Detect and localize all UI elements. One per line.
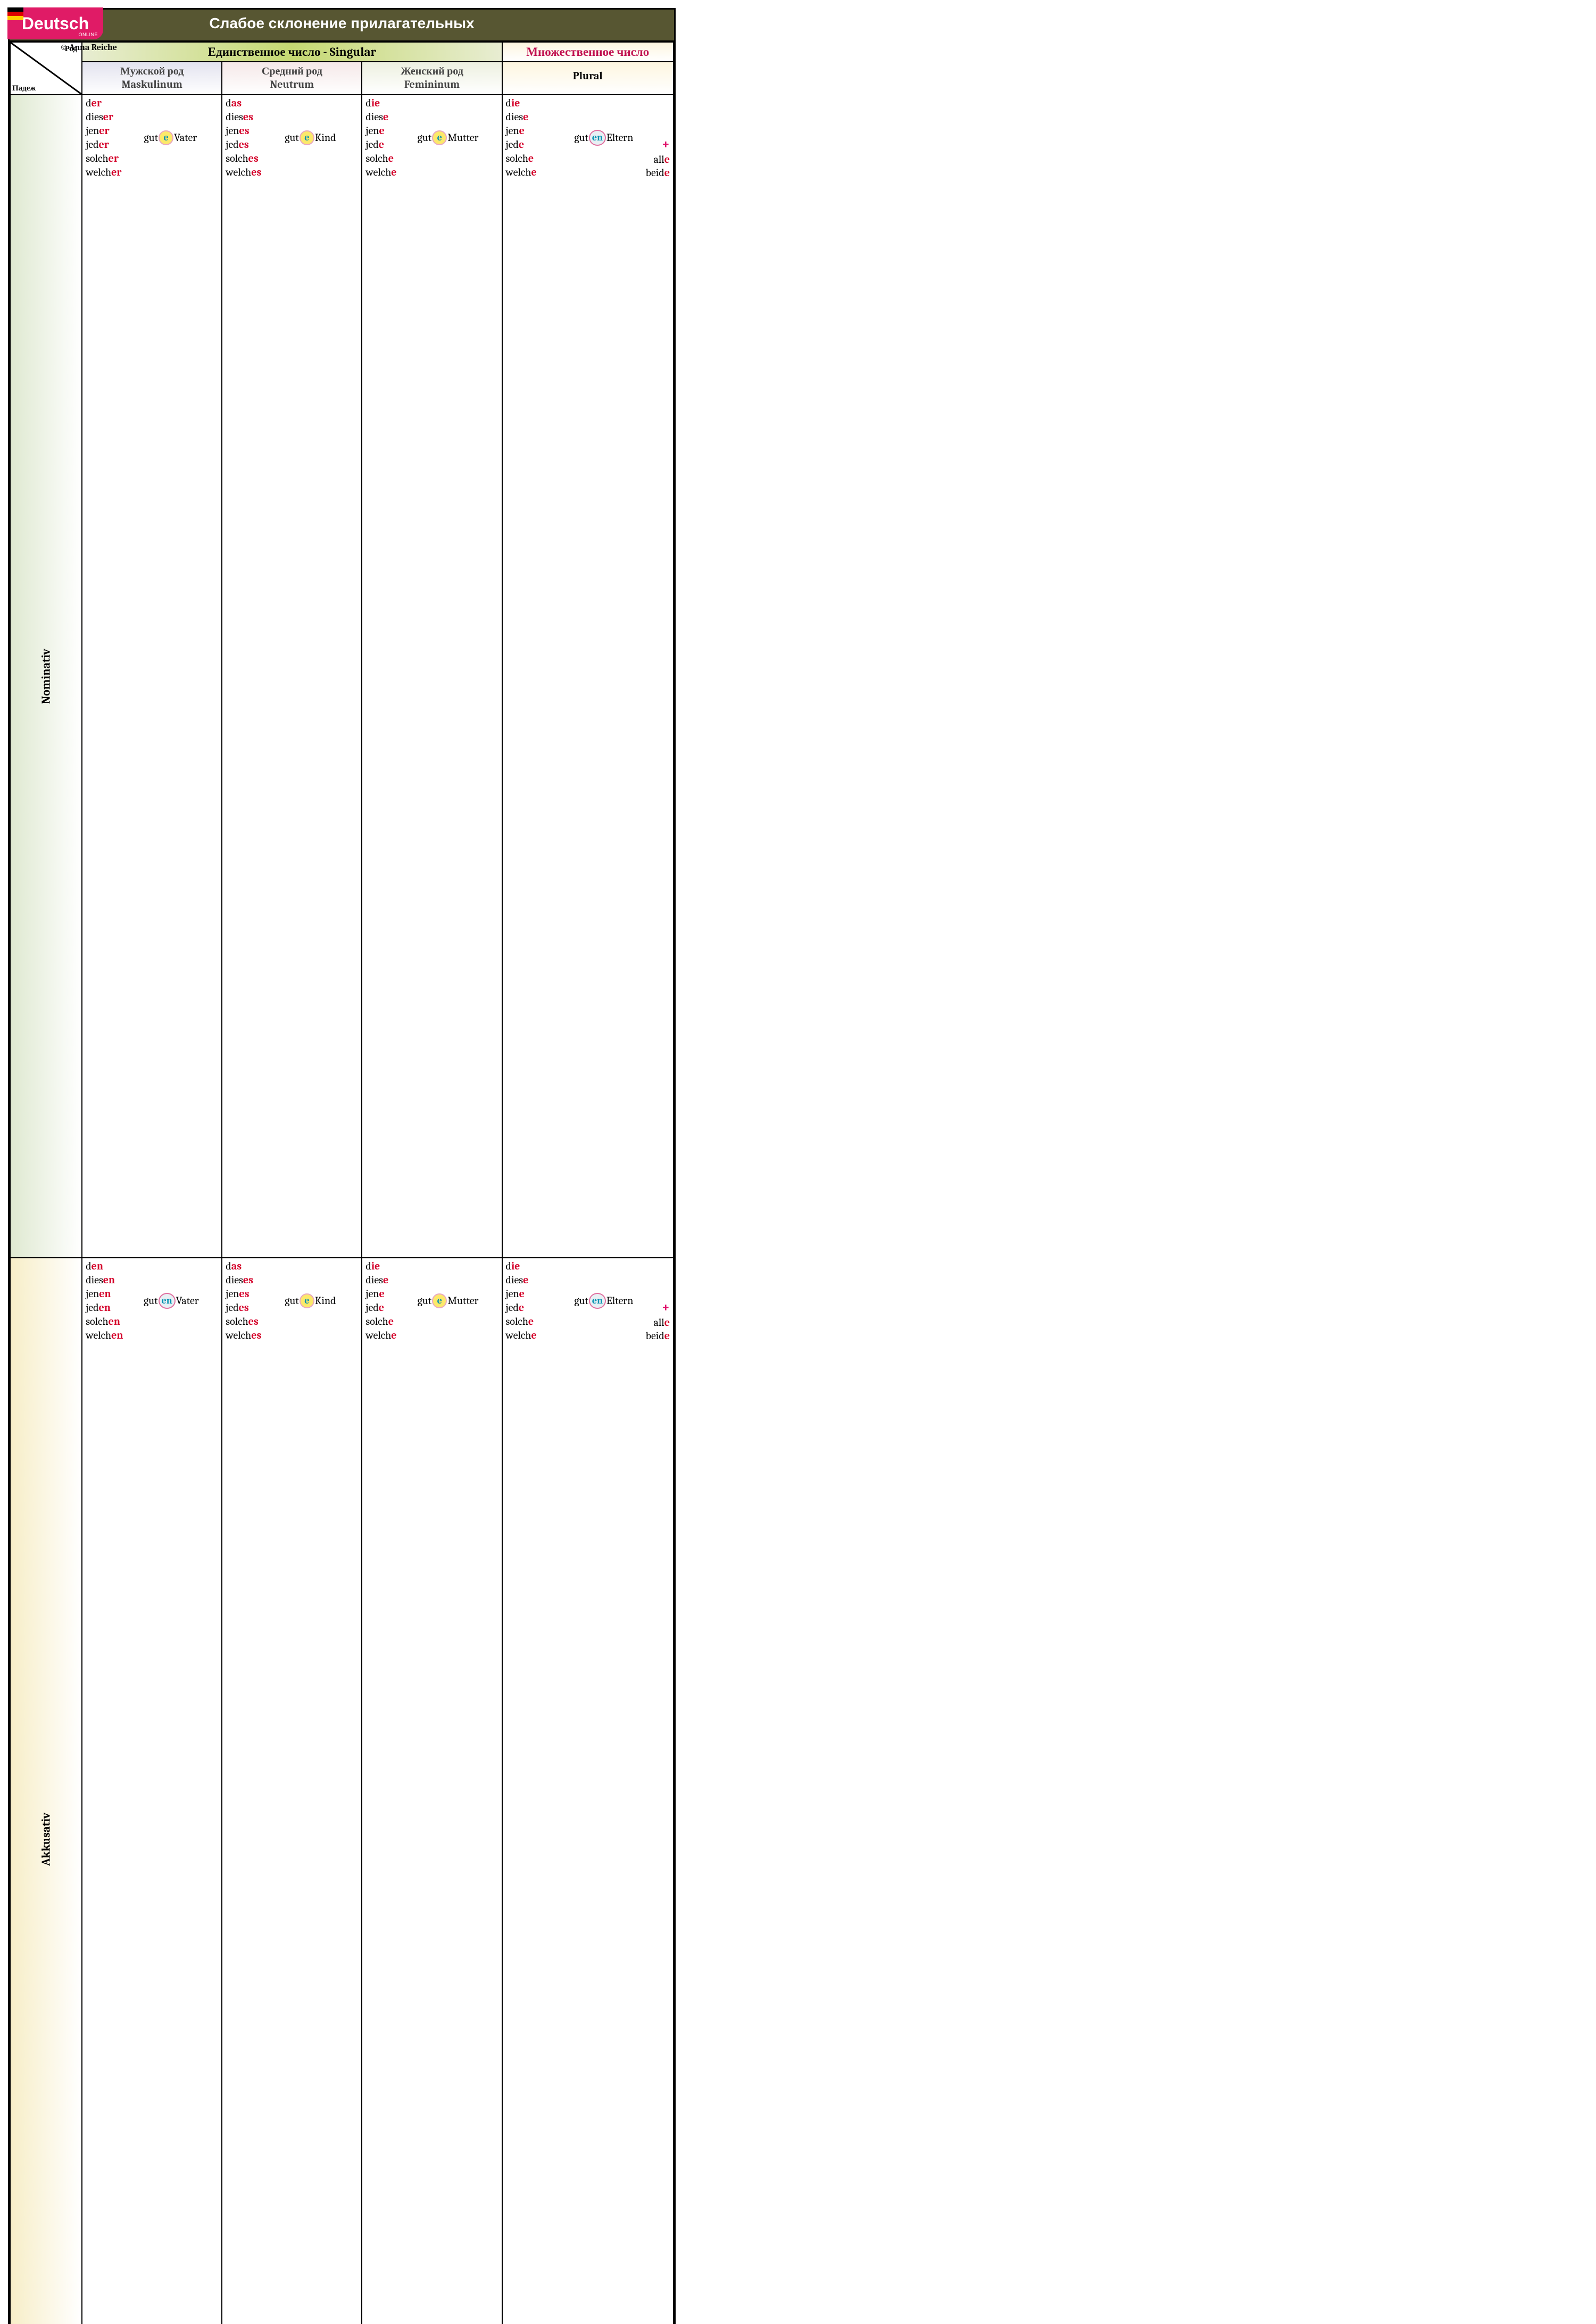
label-case: Падеж — [12, 83, 36, 93]
declension-table-wrapper: Deutsch ONLINE © Anna Reiche Слабое скло… — [8, 8, 676, 2324]
cell-nom-f: diediesejenejedesolchewelcheguteMutter — [362, 95, 502, 1258]
page-title: Слабое склонение прилагательных — [10, 10, 674, 42]
case-header-akk: Akkusativ — [10, 1258, 82, 2324]
german-flag-icon — [7, 7, 23, 20]
cell-akk-m: dendiesenjenenjedensolchenwelchengutenVa… — [82, 1258, 222, 2324]
header-plural: Множественное число — [502, 42, 674, 62]
header-singular: Единственное число - Singular — [82, 42, 502, 62]
cell-nom-p: diediesejenejedesolchewelchegutenEltern+… — [502, 95, 674, 1258]
declension-table: Род Падеж Единственное число - Singular … — [10, 42, 674, 2324]
case-header-nom: Nominativ — [10, 95, 82, 1258]
cell-akk-f: diediesejenejedesolchewelcheguteMutter — [362, 1258, 502, 2324]
header-feminine: Женский родFemininum — [362, 62, 502, 95]
cell-nom-n: dasdiesesjenesjedessolcheswelchesguteKin… — [222, 95, 362, 1258]
cell-akk-n: dasdiesesjenesjedessolcheswelchesguteKin… — [222, 1258, 362, 2324]
header-neuter: Средний родNeutrum — [222, 62, 362, 95]
header-masculine: Мужской родMaskulinum — [82, 62, 222, 95]
cell-akk-p: diediesejenejedesolchewelchegutenEltern+… — [502, 1258, 674, 2324]
cell-nom-m: derdieserjenerjedersolcherwelcherguteVat… — [82, 95, 222, 1258]
header-plural-sub: Plural — [502, 62, 674, 95]
copyright-text: © Anna Reiche — [60, 43, 117, 52]
